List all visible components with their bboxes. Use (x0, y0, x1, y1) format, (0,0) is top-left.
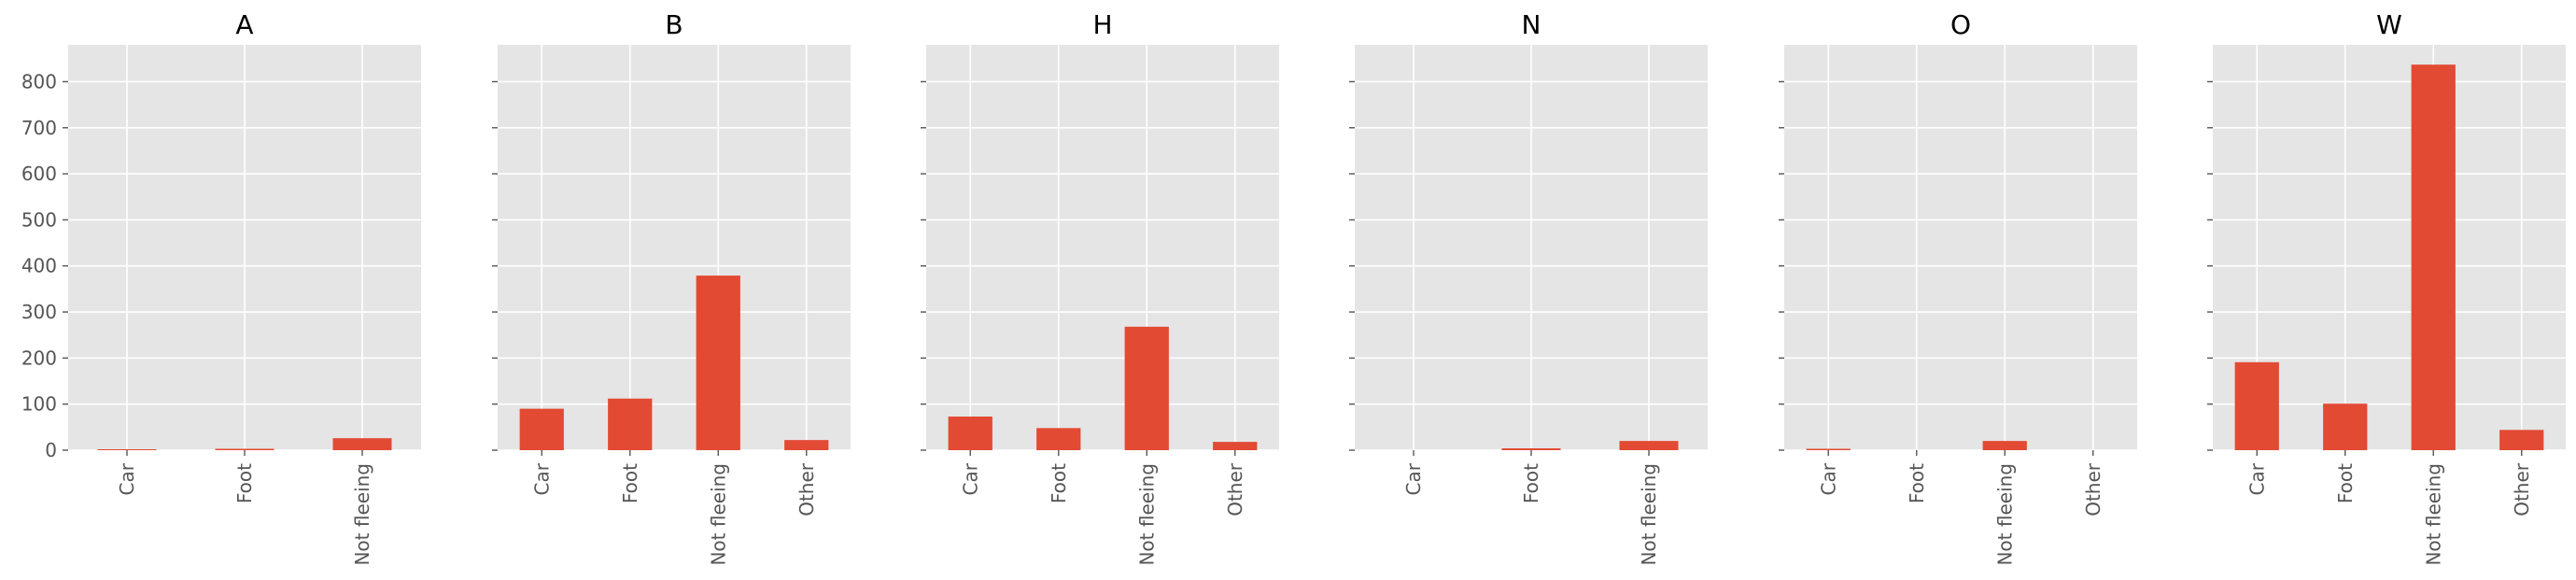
bar-W-2 (2411, 64, 2456, 450)
bar-B-2 (696, 276, 740, 450)
x-tick-label: Not fleeing (351, 463, 373, 566)
bar-W-1 (2323, 403, 2368, 450)
subplot-W: Car Foot Not fleeing Other W (2207, 9, 2566, 566)
bar-H-3 (1213, 442, 1258, 450)
subplot-B: Car Foot Not fleeing Other B (492, 9, 851, 566)
subplot-O: Car Foot Not fleeing Other O (1779, 9, 2137, 566)
y-tick-label: 800 (21, 70, 57, 92)
y-tick-label: 500 (21, 208, 57, 231)
x-tick-label: Foot (2334, 463, 2357, 503)
subplot-title: A (235, 9, 253, 40)
plot-background (498, 45, 851, 450)
x-tick-label: Car (530, 462, 553, 495)
x-tick-label: Other (1224, 462, 1246, 516)
y-tick-label: 600 (21, 163, 57, 185)
subplot-N: Car Foot Not fleeing N (1349, 9, 1708, 566)
x-tick-label: Other (795, 462, 818, 516)
bar-B-0 (519, 408, 564, 450)
plot-background (926, 45, 1279, 450)
x-tick-label: Car (1402, 462, 1425, 495)
subplot-title: O (1950, 9, 1971, 40)
x-tick-label: Not fleeing (707, 463, 729, 566)
subplot-title: B (665, 9, 683, 40)
subplot-title: H (1092, 9, 1112, 40)
x-tick-label: Car (116, 462, 138, 495)
x-tick-label: Car (1817, 462, 1839, 495)
subplot-title: W (2376, 9, 2402, 40)
bar-W-3 (2499, 430, 2544, 450)
x-tick-label: Car (959, 462, 981, 495)
bar-A-2 (332, 438, 392, 450)
bar-O-2 (1982, 441, 2027, 450)
x-tick-label: Other (2082, 462, 2104, 516)
x-tick-label: Foot (619, 463, 641, 503)
x-tick-label: Foot (1520, 463, 1542, 503)
y-tick-label: 0 (45, 439, 57, 461)
bar-O-0 (1806, 448, 1851, 450)
x-tick-label: Foot (233, 463, 256, 503)
x-tick-label: Not fleeing (2422, 463, 2444, 566)
x-tick-label: Not fleeing (1638, 463, 1660, 566)
subplot-title: N (1522, 9, 1541, 40)
bar-B-1 (608, 398, 653, 450)
bar-N-1 (1501, 448, 1561, 450)
x-tick-label: Foot (1048, 463, 1070, 503)
bar-W-0 (2234, 361, 2279, 450)
x-tick-label: Not fleeing (1993, 463, 2016, 566)
bar-H-0 (948, 416, 992, 450)
y-tick-label: 300 (21, 301, 57, 323)
bar-A-0 (97, 449, 157, 450)
bar-A-1 (215, 448, 274, 450)
subplot-H: Car Foot Not fleeing Other H (921, 9, 1279, 566)
y-tick-label: 400 (21, 255, 57, 277)
subplot-A: 0 100 200 300 400 500 600 700 800 Car Foot Not flee… (21, 9, 421, 566)
bar-B-3 (784, 440, 829, 450)
x-tick-label: Car (2245, 462, 2268, 495)
y-tick-label: 200 (21, 347, 57, 369)
bar-H-1 (1036, 428, 1081, 450)
bar-H-2 (1124, 326, 1169, 450)
y-tick-label: 100 (21, 393, 57, 416)
y-tick-label: 700 (21, 117, 57, 139)
plot-background (1784, 45, 2137, 450)
x-tick-label: Not fleeing (1135, 463, 1158, 566)
bar-N-2 (1619, 441, 1679, 450)
x-tick-label: Other (2511, 462, 2533, 516)
x-tick-label: Foot (1906, 463, 1928, 503)
